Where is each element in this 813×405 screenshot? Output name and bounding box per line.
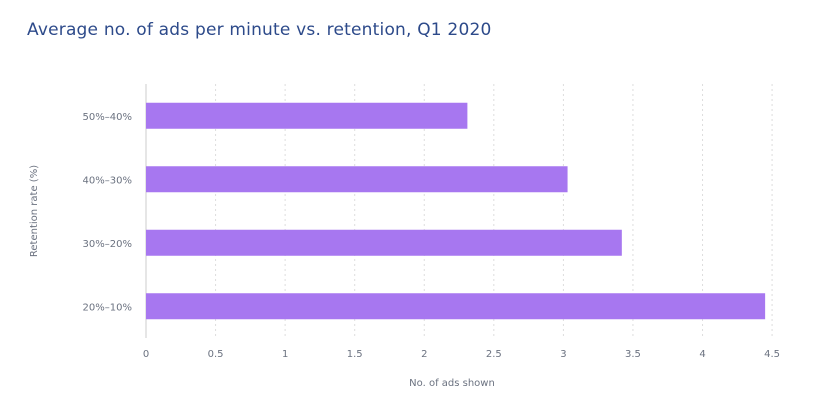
y-tick-labels: 50%–40% 40%–30% 30%–20% 20%–10% <box>83 112 132 314</box>
bar <box>146 166 568 193</box>
bars <box>146 102 766 320</box>
x-tick-label: 3 <box>560 349 566 360</box>
x-tick-label: 2 <box>421 349 427 360</box>
chart-title: Average no. of ads per minute vs. retent… <box>27 20 492 40</box>
x-tick-label: 0 <box>143 349 149 360</box>
bar <box>146 229 622 256</box>
x-tick-labels: 0 0.5 1 1.5 2 2.5 3 3.5 4 4.5 <box>143 349 780 360</box>
x-tick-label: 2.5 <box>486 349 502 360</box>
x-tick-label: 3.5 <box>625 349 641 360</box>
x-tick-label: 4 <box>699 349 705 360</box>
x-tick-label: 0.5 <box>208 349 224 360</box>
y-tick-label: 20%–10% <box>83 302 132 313</box>
y-axis-title: Retention rate (%) <box>29 165 40 257</box>
x-axis-title: No. of ads shown <box>409 378 495 389</box>
x-tick-label: 1 <box>282 349 288 360</box>
y-tick-label: 30%–20% <box>83 239 132 250</box>
y-tick-label: 40%–30% <box>83 175 132 186</box>
y-tick-label: 50%–40% <box>83 112 132 123</box>
x-tick-label: 1.5 <box>347 349 363 360</box>
bar <box>146 102 468 129</box>
x-tick-label: 4.5 <box>764 349 780 360</box>
bar <box>146 293 766 320</box>
